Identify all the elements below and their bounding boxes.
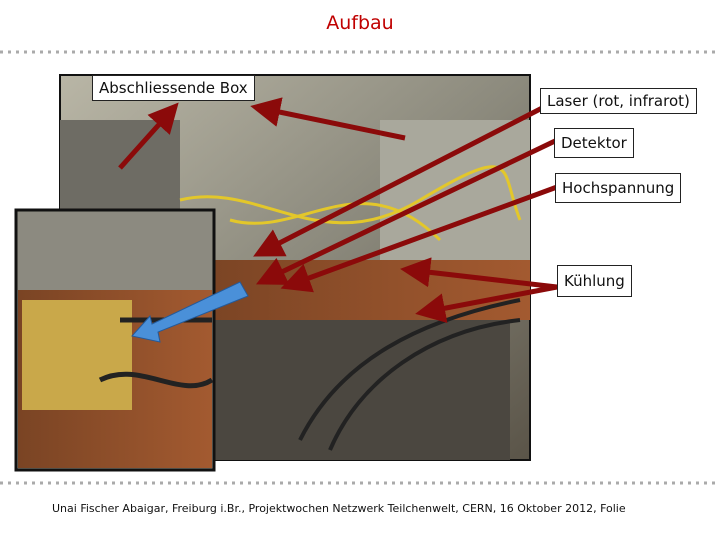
arrows <box>118 97 558 324</box>
inset-photo <box>14 208 216 472</box>
title: Aufbau <box>326 12 394 34</box>
label: Detektor <box>554 128 634 158</box>
blue-arrow <box>131 281 249 343</box>
label: Hochspannung <box>555 173 682 203</box>
label: Laser (rot, infrarot) <box>540 88 697 114</box>
label: Abschliessende Box <box>92 75 255 101</box>
label: Kühlung <box>557 265 632 297</box>
footer: Unai Fischer Abaigar, Freiburg i.Br., Pr… <box>52 502 626 515</box>
